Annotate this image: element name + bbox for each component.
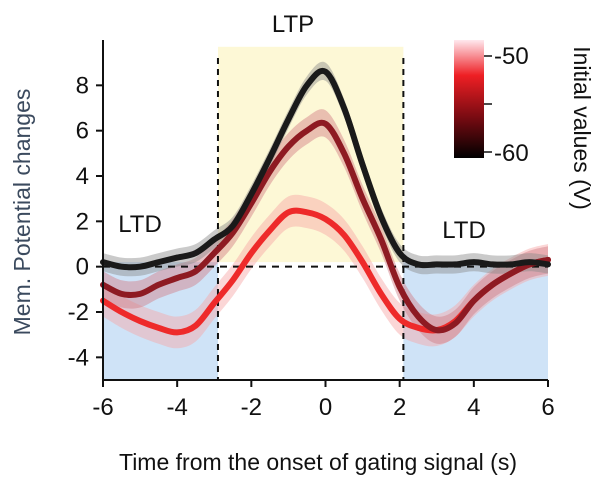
x-tick-label: 6 bbox=[541, 394, 554, 421]
series-lines bbox=[100, 67, 551, 336]
y-tick-label: 0 bbox=[76, 254, 89, 281]
colorbar-gradient bbox=[454, 40, 484, 158]
y-tick-label: 6 bbox=[76, 118, 89, 145]
x-axis-label: Time from the onset of gating signal (s) bbox=[119, 449, 517, 475]
x-tick-label: -6 bbox=[92, 394, 113, 421]
y-tick-label: -2 bbox=[68, 299, 89, 326]
x-tick-label: 2 bbox=[393, 394, 406, 421]
series-1-line bbox=[100, 119, 551, 334]
region-label-ltd-right: LTD bbox=[442, 217, 486, 244]
colorbar: -50 -60 Initial values (V) bbox=[454, 40, 595, 210]
reference-lines bbox=[103, 58, 548, 380]
error-bands bbox=[103, 61, 548, 349]
y-tick-label: 8 bbox=[76, 72, 89, 99]
region-label-ltp: LTP bbox=[272, 11, 314, 38]
region-label-ltd-left: LTD bbox=[118, 211, 162, 238]
x-tick-label: -2 bbox=[241, 394, 262, 421]
x-tick-label: 4 bbox=[467, 394, 480, 421]
series-2-band bbox=[103, 194, 548, 349]
y-tick-label: 2 bbox=[76, 208, 89, 235]
colorbar-tick-label-top: -50 bbox=[494, 43, 529, 70]
colorbar-label: Initial values (V) bbox=[569, 46, 595, 210]
y-tick-label: 4 bbox=[76, 163, 89, 190]
y-axis-label: Mem. Potential changes bbox=[9, 89, 35, 336]
y-tick-label: -4 bbox=[68, 344, 89, 371]
region-2 bbox=[403, 262, 548, 380]
x-tick-label: 0 bbox=[319, 394, 332, 421]
colorbar-tick-label-bottom: -60 bbox=[494, 140, 529, 167]
x-tick-label: -4 bbox=[166, 394, 187, 421]
series-0-line bbox=[100, 67, 551, 271]
